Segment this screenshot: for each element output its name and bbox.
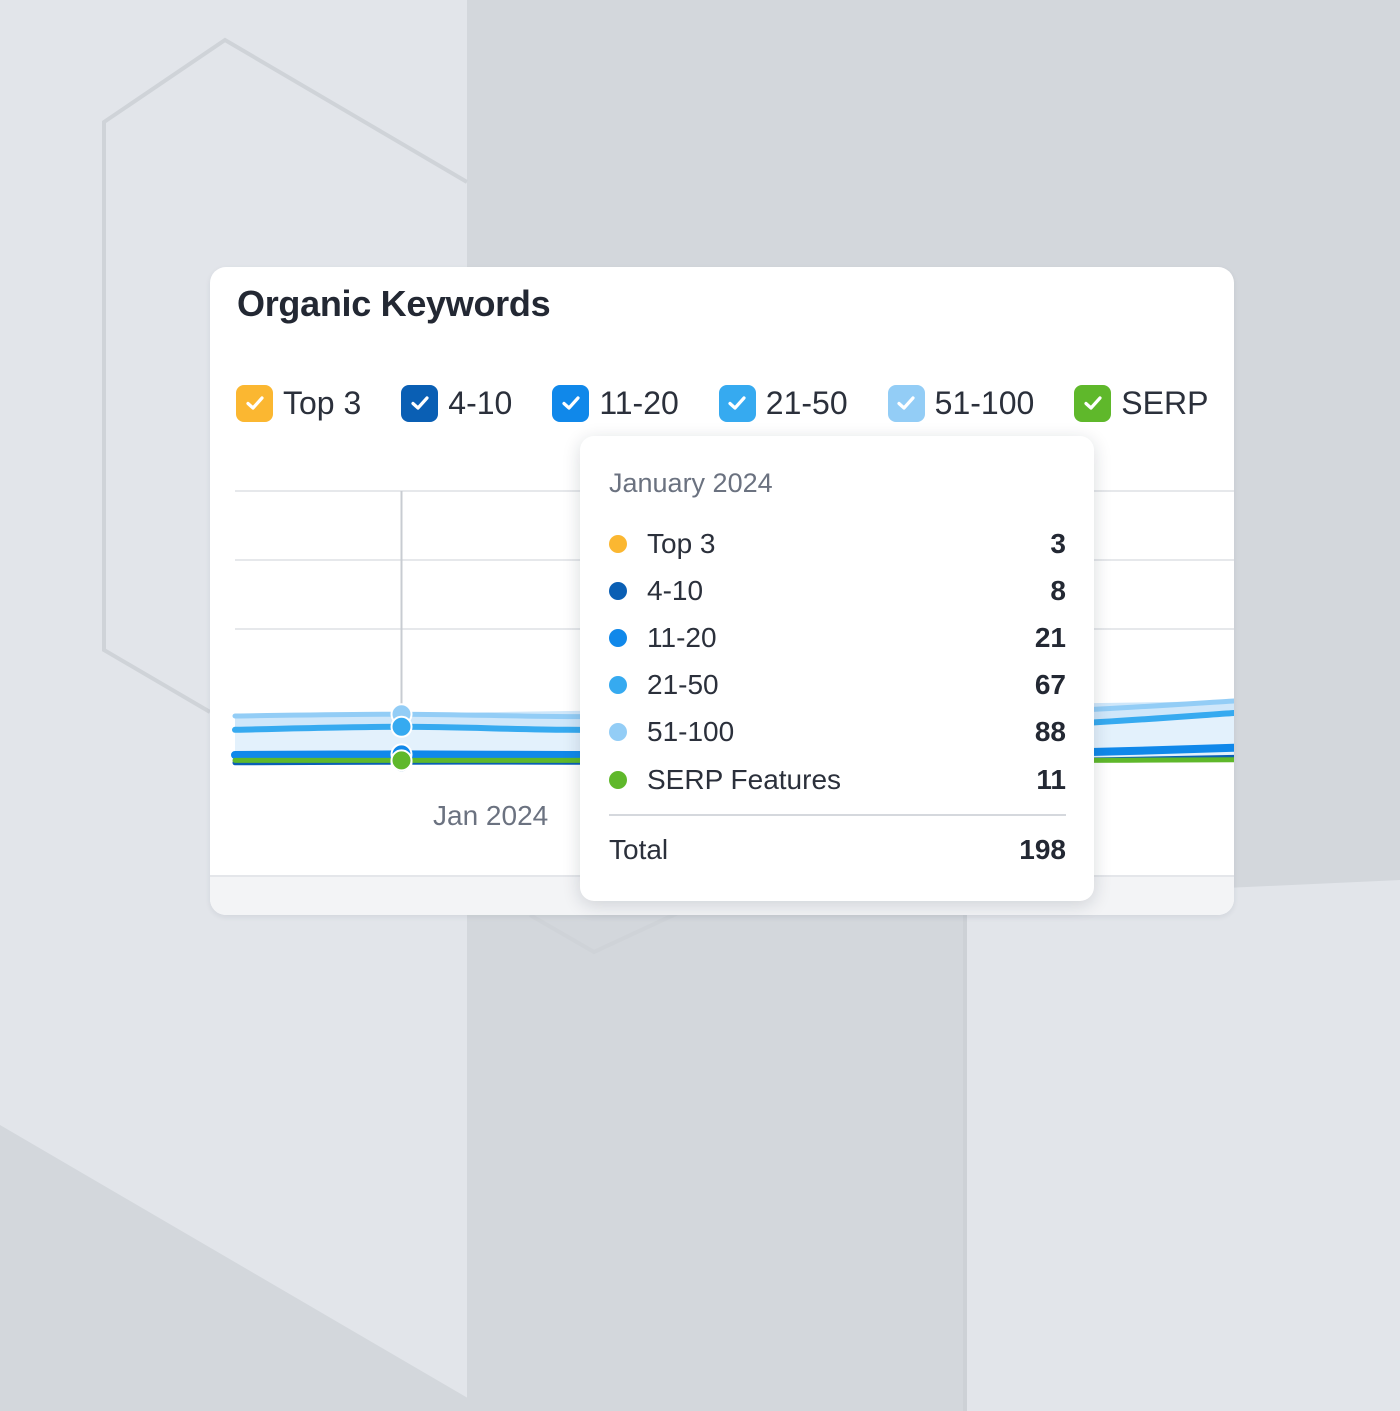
tooltip-row-value: 11 — [1036, 763, 1066, 795]
tooltip-row: Top 3 3 — [609, 520, 1066, 567]
tooltip-date: January 2024 — [609, 468, 773, 498]
legend-label: 51-100 — [934, 384, 1035, 421]
chart-tooltip: January 2024 Top 3 3 4-10 8 11-20 21 21-50 67 51… — [580, 436, 1094, 901]
tooltip-row: 11-20 21 — [609, 614, 1066, 661]
check-icon — [728, 396, 746, 410]
series-dot-icon — [609, 723, 627, 742]
tooltip-row-label: 11-20 — [647, 621, 717, 653]
legend-item-top-3[interactable]: Top 3 — [236, 384, 362, 422]
tooltip-total-row: Total 198 — [609, 834, 1066, 866]
check-icon — [1084, 396, 1102, 410]
tooltip-row-label: 21-50 — [647, 669, 719, 701]
hover-point-serp — [390, 749, 413, 772]
tooltip-row: SERP Features 11 — [609, 756, 1066, 803]
check-icon — [562, 396, 580, 410]
tooltip-row-label: SERP Features — [647, 763, 842, 795]
card-title: Organic Keywords — [237, 283, 551, 324]
tooltip-row-value: 8 — [1050, 574, 1066, 606]
series-dot-icon — [609, 676, 627, 695]
check-icon — [245, 396, 264, 410]
tooltip-row: 51-100 88 — [609, 709, 1066, 756]
tooltip-row-value: 88 — [1034, 716, 1066, 748]
check-icon — [897, 396, 915, 410]
check-icon — [411, 396, 429, 410]
background-lower-right — [965, 880, 1400, 1411]
tooltip-row: 4-10 8 — [609, 567, 1066, 614]
series-dot-icon — [609, 628, 627, 647]
series-dot-icon — [609, 534, 627, 553]
legend-checkbox[interactable] — [236, 384, 273, 422]
background-triangle — [0, 1125, 490, 1411]
tooltip-total-label: Total — [609, 834, 669, 865]
legend-label: 11-20 — [599, 384, 679, 421]
background-hexagon-bottom — [528, 910, 681, 955]
tooltip-row-value: 3 — [1050, 527, 1066, 559]
series-dot-icon — [609, 770, 627, 789]
tooltip-row: 21-50 67 — [609, 662, 1066, 709]
chart-legend: Top 3 4-10 11-20 21-50 51-100 SERP — [236, 381, 1234, 425]
tooltip-row-label: 4-10 — [647, 574, 704, 606]
legend-label: 4-10 — [448, 384, 513, 421]
legend-item-11-20[interactable]: 11-20 — [552, 384, 679, 422]
legend-checkbox[interactable] — [401, 384, 439, 422]
legend-checkbox[interactable] — [1074, 384, 1112, 422]
legend-label: 21-50 — [765, 384, 848, 421]
x-tick-label: Jan 2024 — [433, 800, 549, 831]
tooltip-row-label: Top 3 — [647, 527, 716, 559]
background-hexagon — [102, 37, 469, 714]
tooltip-total-value: 198 — [1019, 834, 1066, 865]
tooltip-row-label: 51-100 — [647, 716, 735, 748]
tooltip-row-value: 67 — [1034, 669, 1066, 701]
hover-point-r21-50 — [390, 715, 413, 738]
series-dot-icon — [609, 581, 627, 600]
legend-label: SERP — [1121, 384, 1209, 421]
legend-item-21-50[interactable]: 21-50 — [718, 384, 848, 422]
legend-checkbox[interactable] — [718, 384, 756, 422]
legend-checkbox[interactable] — [887, 384, 925, 422]
legend-checkbox[interactable] — [552, 384, 590, 422]
legend-label: Top 3 — [283, 384, 362, 421]
tooltip-divider — [609, 814, 1066, 816]
tooltip-row-value: 21 — [1034, 621, 1066, 653]
tooltip-rows: Top 3 3 4-10 8 11-20 21 21-50 67 51-100 88 SERP Fe… — [609, 520, 1066, 803]
legend-item-serp[interactable]: SERP — [1074, 384, 1209, 422]
legend-item-4-10[interactable]: 4-10 — [401, 384, 513, 422]
legend-item-51-100[interactable]: 51-100 — [887, 384, 1035, 422]
